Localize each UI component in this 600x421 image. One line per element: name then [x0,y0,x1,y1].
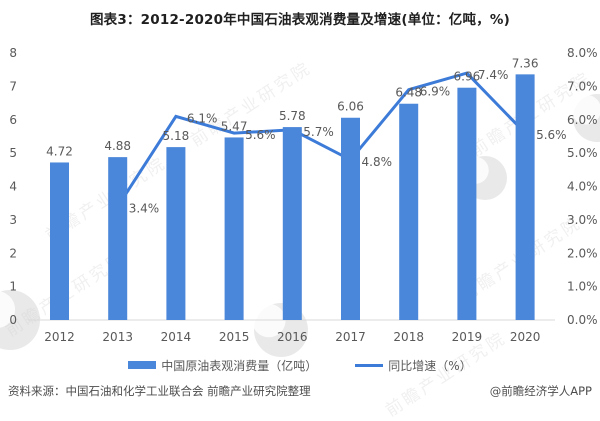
bar-value-label: 5.78 [279,109,306,123]
watermark-logo-icon [571,94,600,125]
footer: 资料来源：中国石油和化学工业联合会 前瞻产业研究院整理 @前瞻经济学人APP [0,383,600,399]
x-axis-label: 2015 [219,330,250,344]
right-axis-tick: 1.0% [567,280,598,294]
bar-value-label: 6.48 [395,86,422,100]
right-axis-tick: 5.0% [567,146,598,160]
legend-label-consumption: 中国原油表观消费量（亿吨） [161,358,318,373]
right-axis-tick: 8.0% [567,46,598,60]
line-value-label: 6.9% [420,85,451,99]
right-axis-tick: 6.0% [567,113,598,127]
line-value-label: 4.8% [362,155,393,169]
left-axis-tick: 7 [9,79,17,93]
bar-2017 [341,117,360,320]
bar-value-label: 4.72 [46,144,73,158]
left-axis-tick: 4 [9,180,17,194]
chart-title: 图表3：2012-2020年中国石油表观消费量及增速(单位：亿吨，%) [89,12,510,28]
right-axis-tick: 2.0% [567,246,598,260]
bar-value-label: 4.88 [104,139,131,153]
bar-value-label: 5.18 [163,129,190,143]
right-axis-tick: 0.0% [567,313,598,327]
right-axis-tick: 3.0% [567,213,598,227]
legend: 中国原油表观消费量（亿吨） 同比增速（%） [0,356,600,374]
watermark-logo-icon [0,291,16,328]
bar-value-label: 5.47 [221,119,248,133]
line-value-label: 5.7% [303,125,334,139]
bar-value-label: 6.96 [454,70,481,84]
bar-2018 [399,103,419,320]
left-axis-tick: 8 [9,46,17,60]
legend-label-growth: 同比增速（%） [388,358,472,373]
chart-page: 前瞻产业研究院前瞻产业研究院前瞻产业研究院前瞻产业研究院前瞻产业研究院前瞻产业研… [0,12,600,421]
source-note: 资料来源：中国石油和化学工业联合会 前瞻产业研究院整理 [8,384,311,398]
x-axis-label: 2012 [44,330,75,344]
bar-value-label: 7.36 [512,56,539,70]
left-axis-tick: 0 [9,313,17,327]
bar-2013 [108,157,128,320]
x-axis-label: 2014 [161,330,192,344]
line-value-label: 6.1% [187,111,218,125]
x-axis-label: 2020 [510,330,541,344]
credit-note: @前瞻经济学人APP [489,384,592,398]
x-axis-label: 2019 [452,330,483,344]
left-axis-tick: 3 [9,213,17,227]
line-value-label: 7.4% [478,68,509,82]
bar-2012 [50,162,69,320]
left-axis-tick: 2 [9,246,17,260]
x-axis-label: 2017 [335,330,366,344]
x-axis-label: 2018 [393,330,424,344]
left-axis-tick: 5 [9,146,17,160]
line-series-swatch-icon [355,363,384,367]
growth-line [116,71,527,208]
left-axis-tick: 1 [9,280,17,294]
bar-value-label: 6.06 [337,100,364,114]
line-value-label: 5.6% [536,128,567,142]
bar-2016 [282,127,302,320]
bar-series-swatch-icon [128,361,157,369]
x-axis-label: 2013 [102,330,133,344]
legend-item-consumption: 中国原油表观消费量（亿吨） [128,357,317,374]
bar-2020 [515,74,535,320]
bar-2014 [166,147,186,320]
bar-2019 [457,87,477,321]
legend-item-growth: 同比增速（%） [355,357,472,374]
left-axis-tick: 6 [9,113,17,127]
right-axis-tick: 4.0% [567,180,598,194]
watermark-logo-icon [252,303,286,338]
combo-chart: 0 1 2 3 4 5 6 7 8 0.0% 1.0% 2.0% 3.0% 4.0% 5.0% 6.0% 7.0… [0,46,600,357]
x-axis-label: 2016 [277,330,308,344]
right-axis-tick: 7.0% [567,79,598,93]
line-value-label: 5.6% [245,128,276,142]
line-value-label: 3.4% [129,202,160,216]
bar-2015 [224,137,244,320]
